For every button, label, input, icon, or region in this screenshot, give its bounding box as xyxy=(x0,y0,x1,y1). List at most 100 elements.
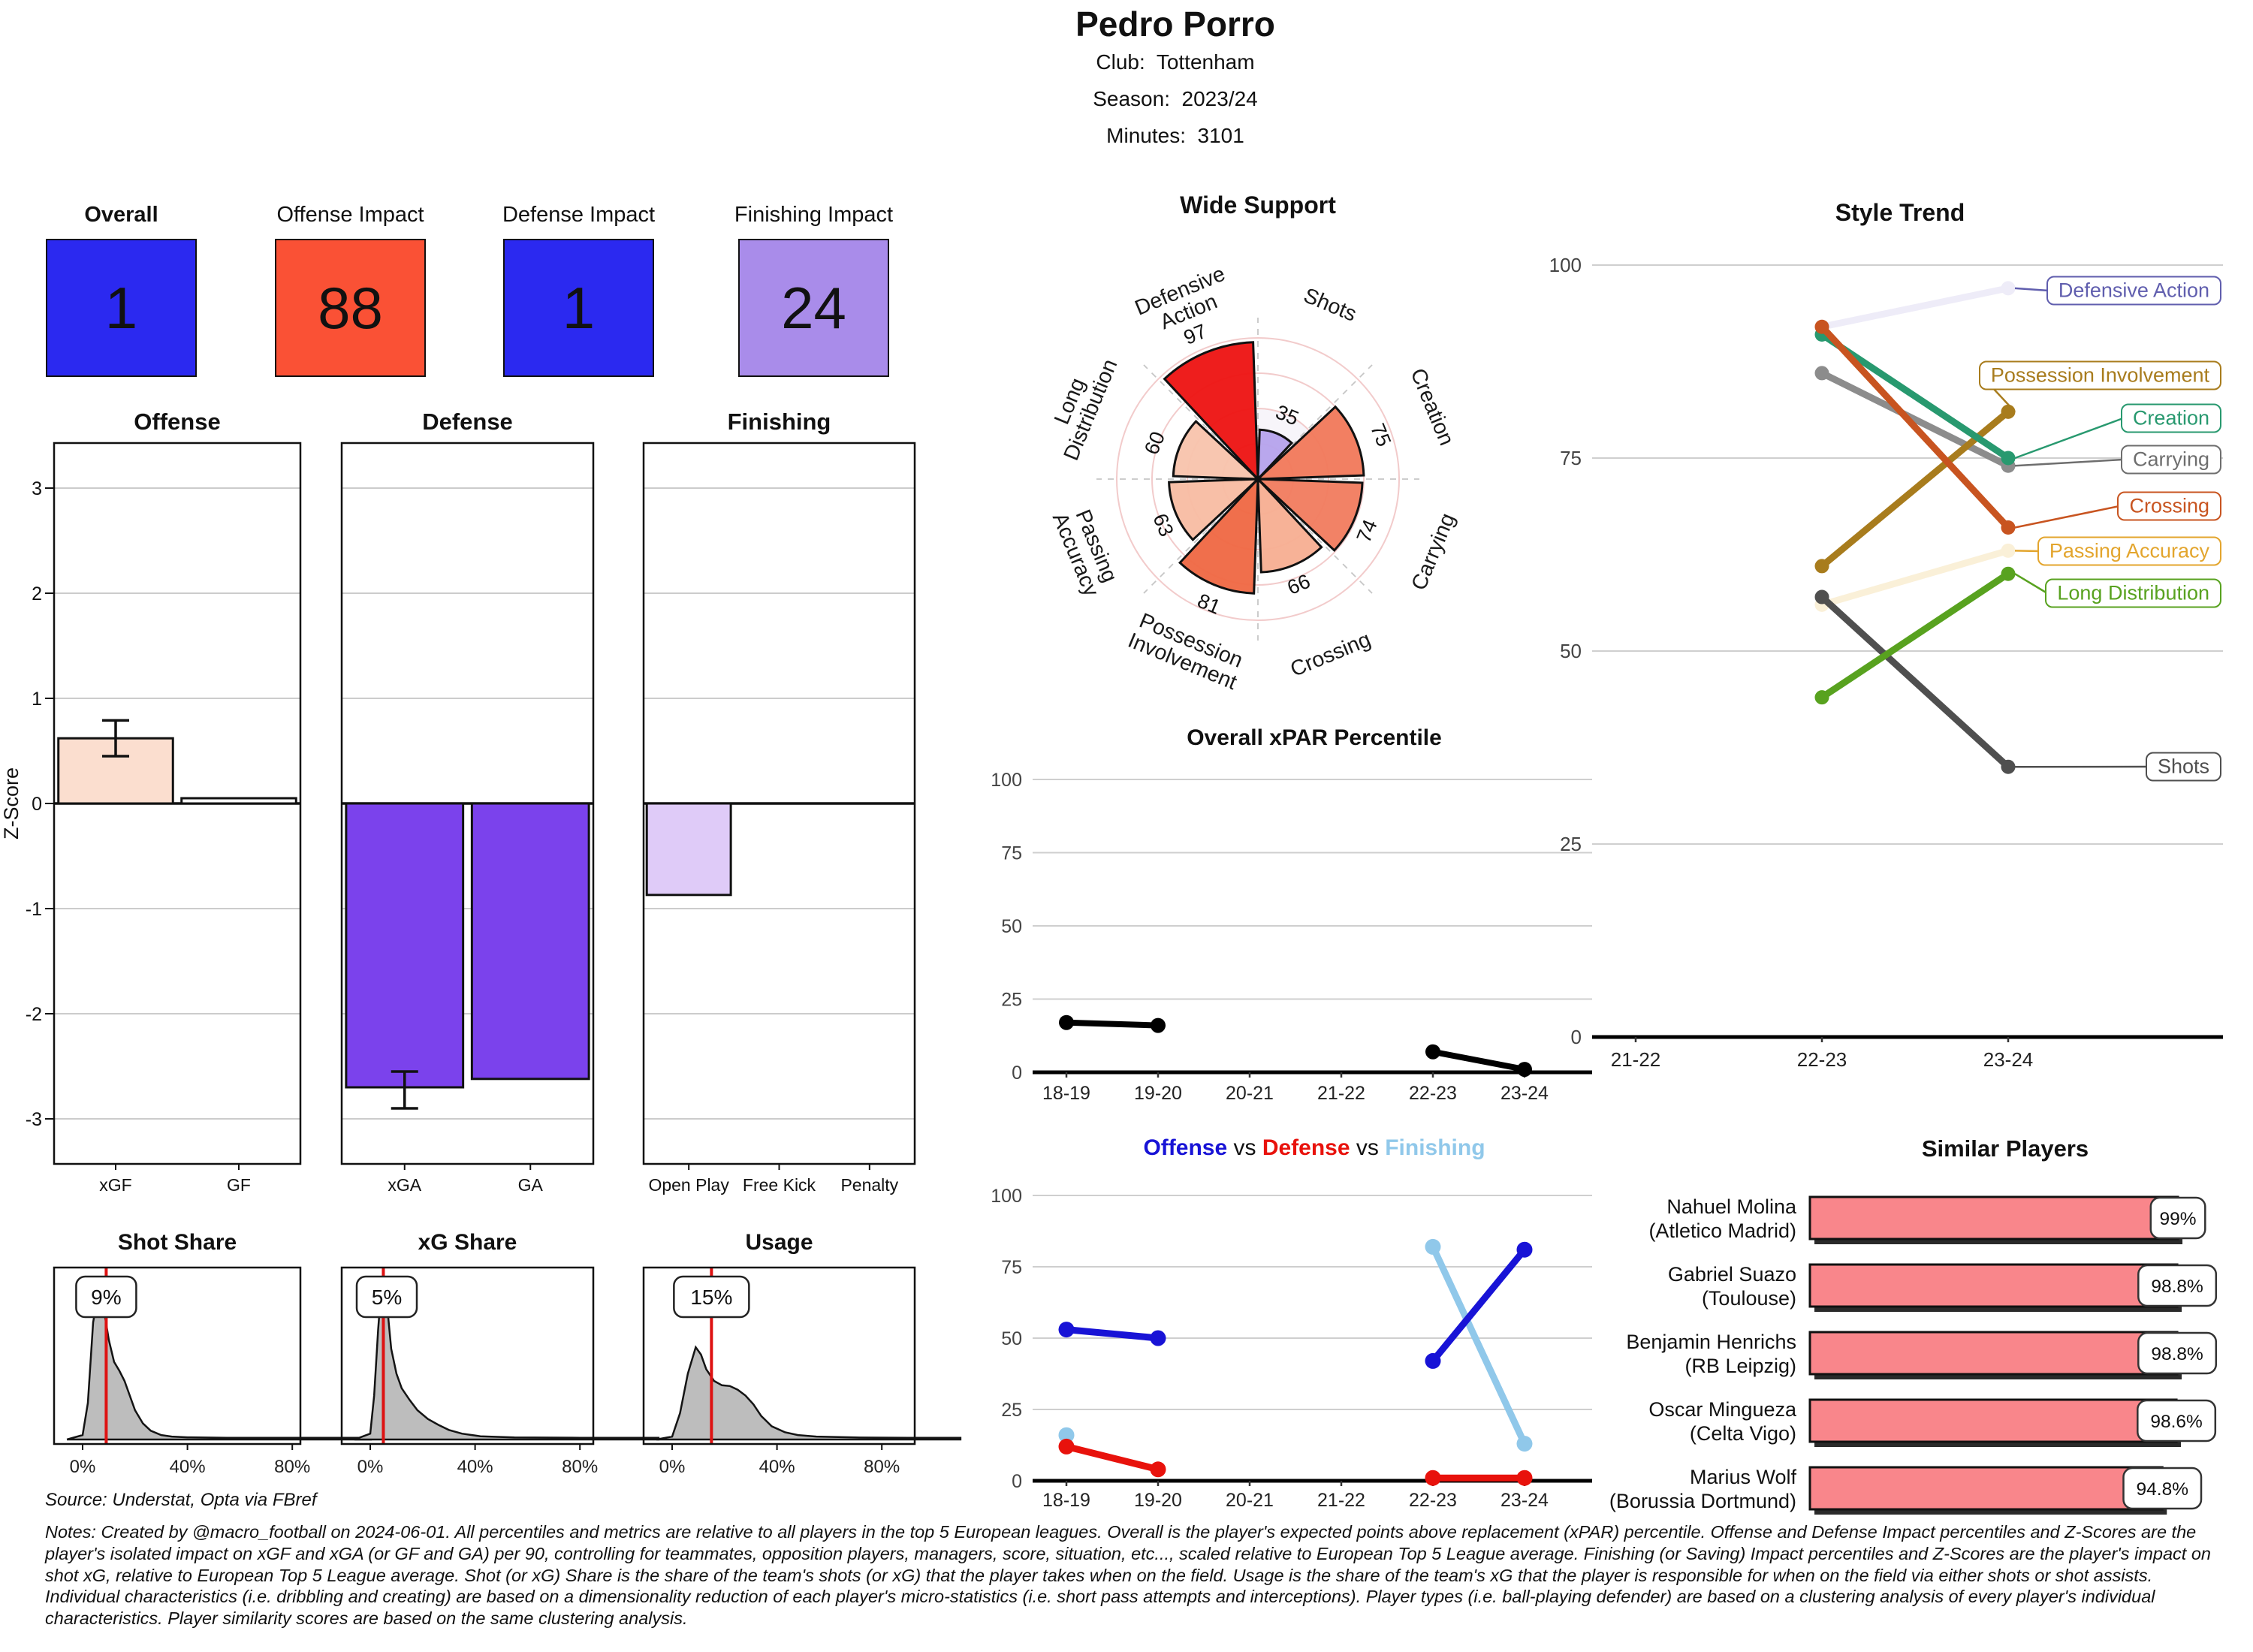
impact-card-value-box: 88 xyxy=(275,239,426,377)
svg-text:GA: GA xyxy=(518,1175,544,1195)
svg-text:21-22: 21-22 xyxy=(1317,1083,1365,1104)
radar-value: 60 xyxy=(1140,428,1169,457)
radar-category-label: PossessionInvolvement xyxy=(1124,607,1249,695)
radar-category-label: PassingAccuracy xyxy=(1048,501,1124,601)
label-leader-line xyxy=(2014,458,2124,467)
label-leader-line xyxy=(2014,505,2120,529)
svg-text:80%: 80% xyxy=(562,1457,598,1477)
svg-text:75: 75 xyxy=(1001,1257,1022,1278)
svg-text:0%: 0% xyxy=(659,1457,686,1477)
svg-text:0: 0 xyxy=(1012,1063,1022,1084)
svg-text:80%: 80% xyxy=(864,1457,900,1477)
svg-text:25: 25 xyxy=(1560,833,1582,855)
point-offense xyxy=(1425,1352,1441,1369)
svg-text:0%: 0% xyxy=(357,1457,384,1477)
svg-text:23-24: 23-24 xyxy=(1500,1083,1549,1104)
radar-category-label: Creation xyxy=(1405,365,1458,449)
share-density-charts: Shot Share 9% 0% 40% 80% xG Share 5% 0% 40% 80% Us… xyxy=(53,1230,962,1477)
point-finishing xyxy=(1425,1238,1441,1255)
svg-text:21-22: 21-22 xyxy=(1611,1048,1661,1071)
bar-gf xyxy=(180,797,297,805)
similarity-value: 98.8% xyxy=(2151,1344,2203,1364)
radar-category-label: Carrying xyxy=(1407,510,1460,594)
svg-text:-3: -3 xyxy=(26,1109,42,1130)
line-creation xyxy=(1818,331,2012,462)
radar-category-label: LongDistribution xyxy=(1039,347,1123,463)
point-xpar xyxy=(1517,1062,1532,1078)
line-offense xyxy=(1063,1326,1162,1342)
svg-text:Penalty: Penalty xyxy=(840,1175,898,1195)
point-xpar xyxy=(1151,1017,1166,1033)
point-defense xyxy=(1058,1438,1075,1455)
density-curve xyxy=(656,1345,962,1441)
style-trend-chart: Style Trend 0 25 50 75 100 21-22 22-23 23-24 xyxy=(1549,199,2223,1071)
svg-text:19-20: 19-20 xyxy=(1134,1083,1182,1104)
player-name: Gabriel Suazo xyxy=(1668,1263,1796,1286)
svg-text:Open Play: Open Play xyxy=(648,1175,729,1195)
style-trend-label-crossing: Crossing xyxy=(2117,491,2221,521)
svg-text:18-19: 18-19 xyxy=(1042,1083,1090,1104)
point-possession-involvement xyxy=(2001,404,2016,419)
svg-text:xGF: xGF xyxy=(99,1175,131,1195)
point-possession-involvement xyxy=(1814,559,1829,574)
impact-card-defense: Defense Impact 1 xyxy=(475,200,683,377)
similarity-bar xyxy=(1808,1398,2178,1443)
radar-wedge-crossing xyxy=(1256,476,1323,574)
line-crossing xyxy=(1818,323,2012,532)
radar-category-label: Crossing xyxy=(1287,627,1374,682)
panel-title-finishing: Finishing xyxy=(728,408,831,435)
line-carrying xyxy=(1818,369,2012,469)
svg-text:50: 50 xyxy=(1001,1328,1022,1349)
point-creation xyxy=(2001,451,2016,466)
line-offense xyxy=(1429,1246,1528,1364)
radar-value: 74 xyxy=(1353,517,1382,546)
player-club: (RB Leipzig) xyxy=(1684,1355,1796,1377)
point-defense xyxy=(1425,1470,1441,1486)
line-long-distribution xyxy=(1818,570,2012,701)
radar-wedge-passing-accuracy xyxy=(1168,478,1261,541)
svg-text:0%: 0% xyxy=(70,1457,96,1477)
svg-text:xGA: xGA xyxy=(388,1175,421,1195)
radar-wedge-carrying xyxy=(1255,478,1364,553)
point-offense xyxy=(1150,1330,1166,1346)
label-leader-line xyxy=(2014,573,2048,595)
bar-open-play xyxy=(645,802,732,897)
svg-text:-2: -2 xyxy=(26,1004,42,1025)
impact-card-value: 88 xyxy=(318,274,383,341)
label-leader-line xyxy=(2014,417,2124,460)
radar-wedge-long-distribution xyxy=(1172,419,1261,481)
xpar-percentile-chart: Overall xPAR Percentile 0 25 50 75 100 18-19 19… xyxy=(991,725,1592,1104)
svg-text:18-19: 18-19 xyxy=(1042,1490,1090,1511)
impact-card-label: Overall xyxy=(84,203,158,227)
notes-text: Notes: Created by @macro_football on 202… xyxy=(45,1522,2211,1629)
point-passing-accuracy xyxy=(2001,543,2016,558)
point-offense xyxy=(1516,1241,1533,1258)
radar-wedge-shots xyxy=(1256,428,1294,482)
style-trend-label-creation: Creation xyxy=(2120,403,2221,433)
player-club: (Atletico Madrid) xyxy=(1648,1219,1796,1242)
point-defense xyxy=(1516,1470,1533,1486)
point-defense xyxy=(1150,1461,1166,1478)
svg-text:25: 25 xyxy=(1001,990,1022,1011)
similarity-value: 99% xyxy=(2160,1209,2197,1229)
svg-text:2: 2 xyxy=(32,583,42,604)
player-name: Marius Wolf xyxy=(1690,1466,1797,1488)
player-name: Oscar Mingueza xyxy=(1648,1398,1797,1421)
similarity-bar xyxy=(1808,1331,2179,1376)
svg-text:21-22: 21-22 xyxy=(1317,1490,1365,1511)
radar-category-label: Shots xyxy=(1300,283,1360,326)
svg-text:40%: 40% xyxy=(759,1457,795,1477)
line-shots xyxy=(1818,593,2012,770)
point-carrying xyxy=(1814,366,1829,381)
similarity-bar xyxy=(1808,1195,2179,1241)
marker-value: 9% xyxy=(91,1286,121,1309)
player-club: (Borussia Dortmund) xyxy=(1609,1490,1796,1512)
source-note: Source: Understat, Opta via FBref xyxy=(45,1490,317,1510)
marker-value: 15% xyxy=(690,1286,732,1309)
style-trend-label-carrying: Carrying xyxy=(2120,445,2221,475)
point-long-distribution xyxy=(2001,566,2016,581)
player-name: Nahuel Molina xyxy=(1666,1195,1797,1218)
svg-text:22-23: 22-23 xyxy=(1409,1490,1457,1511)
point-finishing xyxy=(1516,1436,1533,1452)
player-club: (Celta Vigo) xyxy=(1690,1422,1796,1445)
